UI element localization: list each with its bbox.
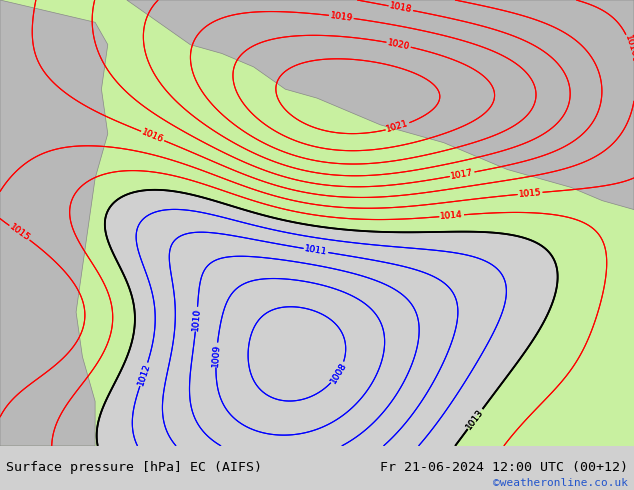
Text: 1008: 1008 bbox=[328, 361, 348, 385]
Text: 1011: 1011 bbox=[304, 244, 328, 257]
Text: 1010: 1010 bbox=[191, 307, 202, 331]
Text: 1016: 1016 bbox=[623, 34, 634, 59]
Text: Surface pressure [hPa] EC (AIFS): Surface pressure [hPa] EC (AIFS) bbox=[6, 462, 262, 474]
Text: Fr 21-06-2024 12:00 UTC (00+12): Fr 21-06-2024 12:00 UTC (00+12) bbox=[380, 462, 628, 474]
Text: 1013: 1013 bbox=[465, 407, 486, 431]
Text: 1015: 1015 bbox=[8, 222, 32, 243]
Text: 1021: 1021 bbox=[385, 119, 410, 134]
Text: 1011: 1011 bbox=[304, 244, 328, 257]
Text: 1020: 1020 bbox=[387, 38, 411, 51]
Text: 1015: 1015 bbox=[518, 188, 542, 199]
Text: 1017: 1017 bbox=[450, 168, 474, 181]
Polygon shape bbox=[0, 0, 108, 446]
Text: 1019: 1019 bbox=[330, 11, 353, 23]
Text: 1018: 1018 bbox=[389, 1, 413, 15]
Text: 1012: 1012 bbox=[136, 362, 152, 387]
Text: 1015: 1015 bbox=[8, 222, 32, 243]
Text: 1012: 1012 bbox=[136, 362, 152, 387]
Text: 1009: 1009 bbox=[211, 343, 222, 367]
Text: 1014: 1014 bbox=[440, 210, 463, 221]
Text: 1016: 1016 bbox=[623, 34, 634, 59]
Text: 1018: 1018 bbox=[389, 1, 413, 15]
Text: 1017: 1017 bbox=[450, 168, 474, 181]
Text: 1008: 1008 bbox=[328, 361, 348, 385]
Text: 1013: 1013 bbox=[465, 407, 486, 431]
Text: 1016: 1016 bbox=[140, 127, 165, 145]
Text: 1016: 1016 bbox=[140, 127, 165, 145]
Text: 1019: 1019 bbox=[330, 11, 353, 23]
Text: 1021: 1021 bbox=[385, 119, 410, 134]
Text: 1015: 1015 bbox=[518, 188, 542, 199]
Text: 1010: 1010 bbox=[191, 307, 202, 331]
Text: 1020: 1020 bbox=[387, 38, 411, 51]
Text: 1009: 1009 bbox=[211, 343, 222, 367]
Polygon shape bbox=[127, 0, 634, 210]
Text: 1014: 1014 bbox=[440, 210, 463, 221]
Text: ©weatheronline.co.uk: ©weatheronline.co.uk bbox=[493, 478, 628, 488]
